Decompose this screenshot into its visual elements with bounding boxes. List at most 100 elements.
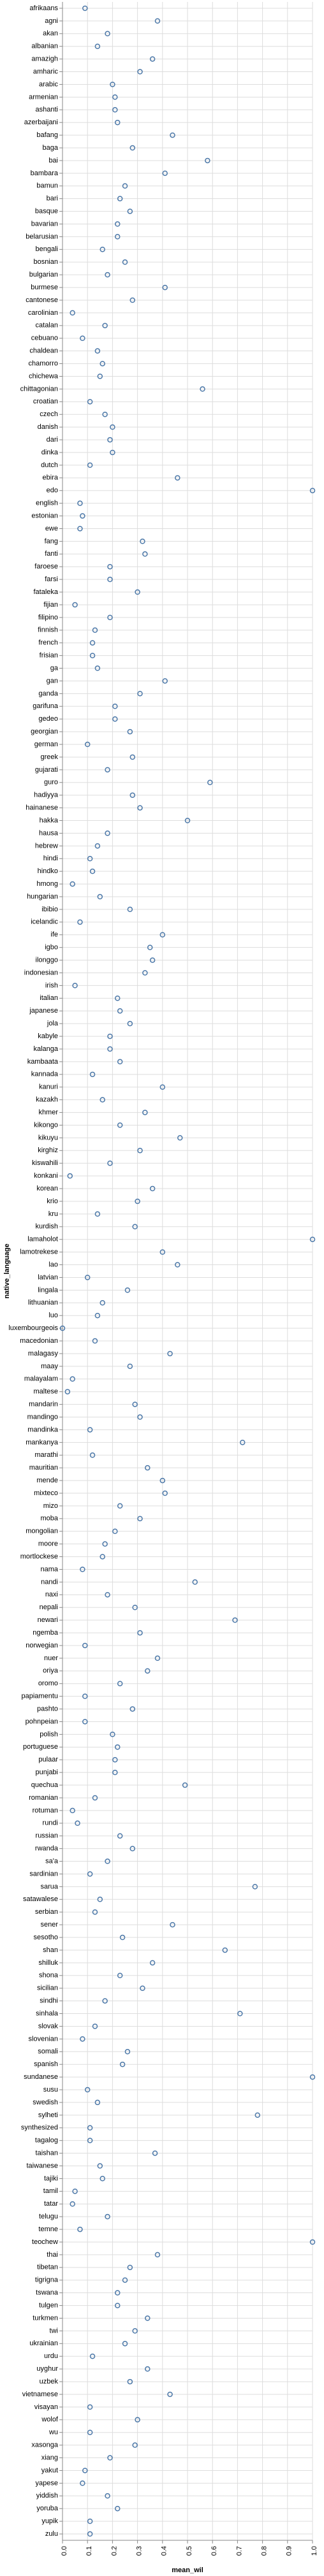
data-point <box>92 1795 98 1801</box>
y-tick-label: pohnpeian <box>26 1718 58 1725</box>
data-point <box>147 944 153 950</box>
y-tick-label: burmese <box>31 284 58 291</box>
data-point <box>92 1338 98 1344</box>
y-tick-label: urdu <box>44 2352 58 2360</box>
y-tick-label: latvian <box>38 1273 58 1281</box>
data-point <box>119 2061 126 2067</box>
data-point <box>112 1528 118 1535</box>
y-tick-label: quechua <box>31 1781 59 1789</box>
y-tick-label: azerbaijani <box>24 119 58 126</box>
data-point <box>102 411 108 417</box>
data-point <box>99 1554 105 1559</box>
y-tick-label: farsi <box>45 575 58 583</box>
data-point <box>252 1884 258 1890</box>
y-axis-title: native_language <box>3 1243 11 1298</box>
y-tick-label: hebrew <box>35 842 58 850</box>
data-point <box>70 881 75 887</box>
data-point <box>149 957 156 963</box>
y-tick-label: sarua <box>40 1883 58 1890</box>
data-point <box>105 2213 110 2220</box>
data-point <box>142 970 148 976</box>
y-tick-label: kabyle <box>38 1032 58 1040</box>
data-point <box>112 94 118 100</box>
data-point <box>137 69 143 75</box>
data-point <box>162 1490 168 1496</box>
y-tick-label: sylheti <box>38 2111 58 2119</box>
axes <box>59 2 313 2543</box>
data-point <box>114 2290 121 2296</box>
y-tick-label: georgian <box>31 728 58 735</box>
x-tick-label: 0.7 <box>235 2546 243 2556</box>
data-point <box>110 449 115 456</box>
y-tick-label: tibetan <box>37 2264 58 2271</box>
data-point <box>89 1452 96 1458</box>
y-tick-label: estonian <box>31 512 58 519</box>
data-point <box>77 2226 83 2232</box>
data-point <box>77 919 83 925</box>
data-point <box>119 1934 126 1941</box>
y-tick-label: akan <box>43 30 58 38</box>
y-tick-label: sener <box>40 1921 58 1928</box>
y-tick-label: lamotrekese <box>20 1248 58 1256</box>
y-tick-label: agni <box>45 17 58 25</box>
data-point <box>87 1871 93 1877</box>
y-tick-label: hausa <box>39 829 59 837</box>
data-point <box>64 1389 71 1394</box>
data-point <box>87 399 93 405</box>
y-tick-label: sinhala <box>36 2009 59 2017</box>
y-tick-label: lithuanian <box>28 1299 58 1306</box>
data-point <box>114 2303 121 2308</box>
data-point <box>159 1249 166 1255</box>
data-point <box>87 2125 93 2131</box>
y-tick-label: igbo <box>45 944 58 952</box>
y-tick-label: gan <box>47 677 58 684</box>
x-tick-labels: 0.0 0.1 0.2 0.3 0.4 0.5 0.6 0.7 0.8 0.9 1.0 <box>61 2546 318 2556</box>
y-tick-label: rundi <box>43 1820 58 1827</box>
y-tick-label: yupik <box>41 2517 58 2525</box>
data-point <box>154 18 161 24</box>
y-tick-label: bambara <box>31 170 59 177</box>
y-tick-label: kirghiz <box>38 1147 58 1154</box>
data-point <box>94 43 101 49</box>
y-tick-label: chittagonian <box>20 385 58 393</box>
y-tick-label: belarusian <box>26 233 58 240</box>
y-tick-label: afrikaans <box>29 4 58 12</box>
y-tick-label: tagalog <box>35 2137 58 2145</box>
y-tick-label: kalanga <box>33 1045 58 1053</box>
data-point <box>149 1960 156 1966</box>
x-tick-label: 0.4 <box>161 2546 168 2556</box>
data-point <box>112 107 118 113</box>
data-point <box>207 779 213 786</box>
y-tick-label: faroese <box>34 563 58 570</box>
data-point <box>94 665 101 671</box>
y-tick-label: tatar <box>44 2200 58 2208</box>
data-point <box>82 1693 88 1699</box>
x-tick-label: 0.3 <box>136 2546 144 2556</box>
y-tick-label: moore <box>38 1540 58 1548</box>
data-point <box>94 843 101 849</box>
y-tick-label: ga <box>50 664 59 672</box>
data-point <box>127 2264 133 2271</box>
y-tick-label: newari <box>38 1616 58 1624</box>
y-tick-label: taiwanese <box>26 2162 58 2169</box>
y-tick-label: shilluk <box>38 1959 58 1967</box>
data-point <box>170 132 175 138</box>
y-tick-label: bosnian <box>33 258 58 266</box>
data-point <box>84 2087 91 2093</box>
y-tick-label: fanti <box>45 550 58 558</box>
y-tick-label: yoruba <box>36 2505 59 2512</box>
y-tick-label: bengali <box>36 245 58 253</box>
y-tick-label: nandi <box>41 1578 58 1586</box>
y-tick-label: fang <box>45 537 58 545</box>
y-tick-label: slovenian <box>29 2035 58 2043</box>
data-point <box>87 2404 93 2410</box>
y-tick-labels: afrikaans agni akan albanian amazigh amharic a… <box>8 4 59 2538</box>
data-point <box>145 2315 151 2321</box>
y-tick-label: lao <box>48 1261 58 1268</box>
y-tick-label: kazakh <box>36 1096 58 1104</box>
y-tick-label: mortlockese <box>20 1552 58 1560</box>
data-point <box>149 56 156 62</box>
grid <box>62 2 313 2540</box>
y-tick-label: kikongo <box>34 1121 58 1129</box>
y-tick-label: tulgen <box>39 2301 58 2309</box>
